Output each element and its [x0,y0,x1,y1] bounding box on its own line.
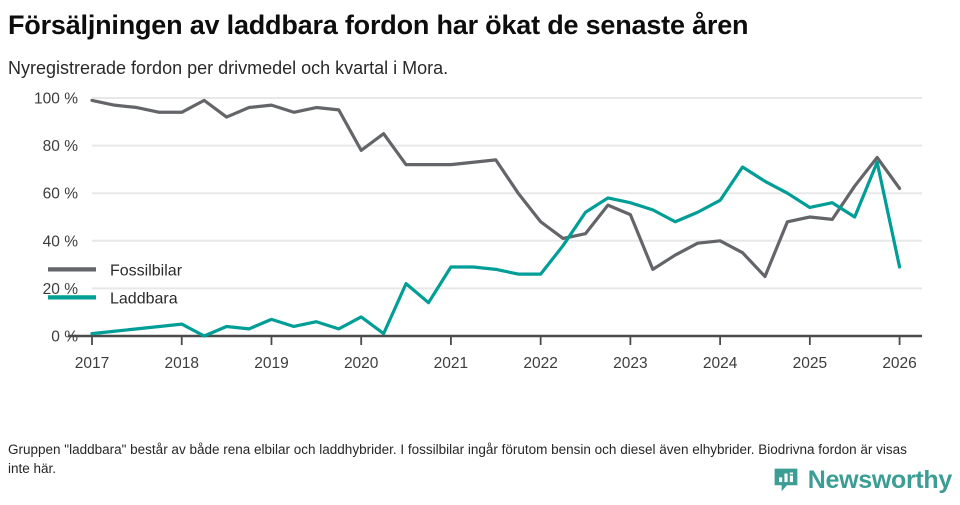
bar-chart-speech-bubble-icon [774,468,798,492]
series-line-laddbara [90,160,902,338]
page-title: Försäljningen av laddbara fordon har öka… [8,10,749,40]
y-tick-label: 40 % [43,233,79,250]
x-tick-label: 2019 [254,355,288,372]
y-axis-tick-labels: 0 % 20 % 40 % 60 % 80 % 100 % [34,91,78,346]
chart-series-lines [90,98,902,338]
x-tick-label: 2022 [523,355,557,372]
x-tick-label: 2018 [164,355,198,372]
x-tick-label: 2026 [882,355,916,372]
chart-legend: Fossilbilar Laddbara [48,262,183,307]
x-tick-label: 2025 [793,355,827,372]
x-tick-label: 2023 [613,355,647,372]
y-tick-label: 60 % [43,186,79,203]
y-tick-label: 0 % [51,329,78,346]
x-tick-label: 2024 [703,355,738,372]
legend-label: Fossilbilar [110,262,183,279]
y-tick-label: 100 % [34,91,78,108]
x-axis-tick-labels: 2017 2018 2019 2020 2021 2022 2023 2024 2025 2026 [75,355,917,372]
line-chart: 0 % 20 % 40 % 60 % 80 % 100 % 2017 2018 2019 202… [34,91,922,372]
chart-footnote: Gruppen "laddbara" består av både rena e… [8,441,907,476]
y-tick-label: 20 % [43,281,79,298]
x-axis-ticks [91,336,901,345]
series-line-fossilbilar [90,98,902,279]
brand-name-label: Newsworthy [807,466,953,494]
x-tick-label: 2017 [75,355,109,372]
y-tick-label: 80 % [43,138,79,155]
page-subtitle: Nyregistrerade fordon per drivmedel och … [8,58,449,78]
chart-plot-area: 0 % 20 % 40 % 60 % 80 % 100 % 2017 2018 2019 202… [8,90,952,390]
newsworthy-logo: Newsworthy [772,466,952,494]
x-tick-label: 2021 [434,355,468,372]
x-tick-label: 2020 [344,355,379,372]
legend-label: Laddbara [110,290,178,307]
chart-gridlines [92,97,922,290]
